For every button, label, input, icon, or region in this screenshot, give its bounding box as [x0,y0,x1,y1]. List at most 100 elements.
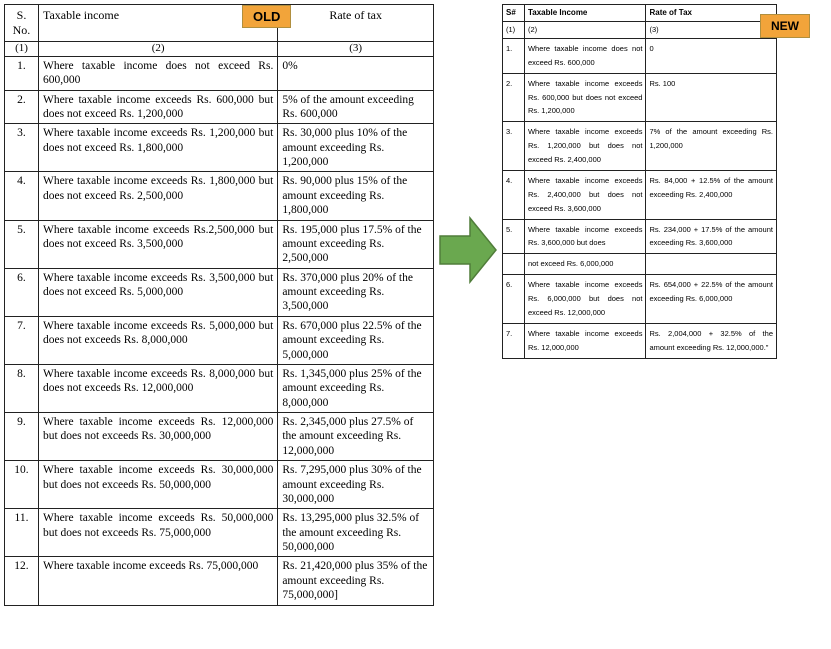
table-row: 1.Where taxable income does not exceed R… [503,38,777,73]
new-badge: NEW [760,14,810,38]
table-row: 2.Where taxable income exceeds Rs. 600,0… [5,90,434,124]
new-row-rate: Rs. 100 [646,73,777,122]
new-table-header-numbers: (1) (2) (3) [503,22,777,39]
new-hn-3: (3) [646,22,777,39]
old-row-sno: 4. [5,172,39,220]
new-row-income: Where taxable income does not exceed Rs.… [524,38,646,73]
new-row-sno: 1. [503,38,525,73]
old-row-sno: 12. [5,557,39,605]
old-row-income: Where taxable income exceeds Rs. 75,000,… [38,557,277,605]
old-row-sno: 1. [5,56,39,90]
old-table-header: S. No. Taxable income Rate of tax [5,5,434,42]
old-row-rate: Rs. 195,000 plus 17.5% of the amount exc… [278,220,434,268]
old-col-rate: Rate of tax [278,5,434,42]
new-row-rate: Rs. 84,000 + 12.5% of the amount exceedi… [646,170,777,219]
old-row-sno: 6. [5,268,39,316]
table-row: 12.Where taxable income exceeds Rs. 75,0… [5,557,434,605]
table-row: 4.Where taxable income exceeds Rs. 2,400… [503,170,777,219]
new-col-income: Taxable Income [524,5,646,22]
old-table-header-numbers: (1) (2) (3) [5,42,434,57]
table-row: 8.Where taxable income exceeds Rs. 8,000… [5,364,434,412]
new-tax-table: S# Taxable Income Rate of Tax (1) (2) (3… [502,4,777,359]
old-row-income: Where taxable income exceeds Rs. 50,000,… [38,509,277,557]
new-row-income: Where taxable income exceeds Rs. 3,600,0… [524,219,646,254]
old-row-rate: Rs. 1,345,000 plus 25% of the amount exc… [278,364,434,412]
old-row-sno: 5. [5,220,39,268]
new-hn-2: (2) [524,22,646,39]
old-row-sno: 3. [5,124,39,172]
new-row-income: not exceed Rs. 6,000,000 [524,254,646,275]
table-row: not exceed Rs. 6,000,000 [503,254,777,275]
old-row-rate: 0% [278,56,434,90]
table-row: 2.Where taxable income exceeds Rs. 600,0… [503,73,777,122]
new-row-sno: 6. [503,275,525,324]
table-row: 10.Where taxable income exceeds Rs. 30,0… [5,461,434,509]
layout-row: S. No. Taxable income Rate of tax (1) (2… [0,0,831,610]
table-row: 6.Where taxable income exceeds Rs. 3,500… [5,268,434,316]
new-table-header: S# Taxable Income Rate of Tax [503,5,777,22]
table-row: 5.Where taxable income exceeds Rs.2,500,… [5,220,434,268]
old-hn-2: (2) [38,42,277,57]
old-row-rate: Rs. 370,000 plus 20% of the amount excee… [278,268,434,316]
old-row-sno: 11. [5,509,39,557]
new-row-rate: Rs. 2,004,000 + 32.5% of the amount exce… [646,323,777,358]
new-row-sno [503,254,525,275]
new-row-rate: Rs. 234,000 + 17.5% of the amount exceed… [646,219,777,254]
new-col-rate: Rate of Tax [646,5,777,22]
new-row-rate: 0 [646,38,777,73]
new-row-income: Where taxable income exceeds Rs. 12,000,… [524,323,646,358]
old-col-sno: S. No. [5,5,39,42]
old-row-rate: Rs. 30,000 plus 10% of the amount exceed… [278,124,434,172]
old-row-income: Where taxable income exceeds Rs. 5,000,0… [38,316,277,364]
new-row-sno: 2. [503,73,525,122]
table-row: 7.Where taxable income exceeds Rs. 5,000… [5,316,434,364]
old-row-rate: 5% of the amount exceeding Rs. 600,000 [278,90,434,124]
old-row-rate: Rs. 670,000 plus 22.5% of the amount exc… [278,316,434,364]
new-row-rate: Rs. 654,000 + 22.5% of the amount exceed… [646,275,777,324]
old-row-income: Where taxable income exceeds Rs. 12,000,… [38,413,277,461]
table-row: 7.Where taxable income exceeds Rs. 12,00… [503,323,777,358]
new-row-income: Where taxable income exceeds Rs. 600,000… [524,73,646,122]
old-row-rate: Rs. 90,000 plus 15% of the amount exceed… [278,172,434,220]
arrow-icon [438,214,498,286]
old-tax-table: S. No. Taxable income Rate of tax (1) (2… [4,4,434,606]
old-row-income: Where taxable income exceeds Rs. 8,000,0… [38,364,277,412]
table-row: 11.Where taxable income exceeds Rs. 50,0… [5,509,434,557]
table-row: 3.Where taxable income exceeds Rs. 1,200… [5,124,434,172]
old-row-sno: 7. [5,316,39,364]
old-row-income: Where taxable income exceeds Rs.2,500,00… [38,220,277,268]
old-row-income: Where taxable income exceeds Rs. 1,200,0… [38,124,277,172]
old-hn-1: (1) [5,42,39,57]
new-row-sno: 7. [503,323,525,358]
new-row-income: Where taxable income exceeds Rs. 2,400,0… [524,170,646,219]
old-row-sno: 10. [5,461,39,509]
transition-arrow [438,214,498,286]
old-row-income: Where taxable income exceeds Rs. 3,500,0… [38,268,277,316]
new-row-income: Where taxable income exceeds Rs. 6,000,0… [524,275,646,324]
new-hn-1: (1) [503,22,525,39]
old-badge: OLD [242,5,291,28]
table-row: 5.Where taxable income exceeds Rs. 3,600… [503,219,777,254]
old-row-sno: 2. [5,90,39,124]
old-row-income: Where taxable income exceeds Rs. 1,800,0… [38,172,277,220]
table-row: 3.Where taxable income exceeds Rs. 1,200… [503,122,777,171]
old-row-rate: Rs. 2,345,000 plus 27.5% of the amount e… [278,413,434,461]
old-row-rate: Rs. 13,295,000 plus 32.5% of the amount … [278,509,434,557]
table-row: 4.Where taxable income exceeds Rs. 1,800… [5,172,434,220]
table-row: 6.Where taxable income exceeds Rs. 6,000… [503,275,777,324]
old-row-sno: 8. [5,364,39,412]
table-row: 1.Where taxable income does not exceed R… [5,56,434,90]
table-row: 9.Where taxable income exceeds Rs. 12,00… [5,413,434,461]
old-row-rate: Rs. 21,420,000 plus 35% of the amount ex… [278,557,434,605]
old-row-rate: Rs. 7,295,000 plus 30% of the amount exc… [278,461,434,509]
new-row-rate: 7% of the amount exceeding Rs. 1,200,000 [646,122,777,171]
old-hn-3: (3) [278,42,434,57]
old-row-income: Where taxable income exceeds Rs. 30,000,… [38,461,277,509]
old-row-income: Where taxable income does not exceed Rs.… [38,56,277,90]
old-row-income: Where taxable income exceeds Rs. 600,000… [38,90,277,124]
new-row-sno: 3. [503,122,525,171]
new-row-sno: 4. [503,170,525,219]
new-row-rate [646,254,777,275]
new-row-income: Where taxable income exceeds Rs. 1,200,0… [524,122,646,171]
old-row-sno: 9. [5,413,39,461]
